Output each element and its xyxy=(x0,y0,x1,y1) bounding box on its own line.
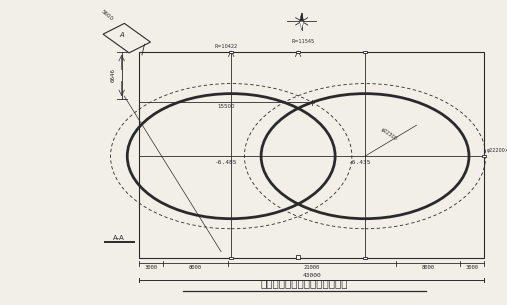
Text: 21000: 21000 xyxy=(304,265,320,270)
Text: A: A xyxy=(119,32,124,38)
Text: -6.435: -6.435 xyxy=(349,160,371,165)
Text: 8000: 8000 xyxy=(421,265,434,270)
Text: R=10422: R=10422 xyxy=(214,44,238,49)
Text: 3000: 3000 xyxy=(145,265,158,270)
Bar xyxy=(139,52,484,258)
Bar xyxy=(229,257,233,259)
Text: 3000: 3000 xyxy=(465,265,479,270)
Text: φ22300: φ22300 xyxy=(380,127,399,142)
Text: 基坑平面、坑底渗水平面示意图: 基坑平面、坑底渗水平面示意图 xyxy=(261,278,348,288)
Text: A-A: A-A xyxy=(113,235,125,241)
Bar xyxy=(363,257,367,259)
Text: -6.485: -6.485 xyxy=(215,160,237,165)
Bar xyxy=(296,51,300,53)
Bar xyxy=(229,51,233,53)
Bar xyxy=(482,155,486,157)
Text: φ22200×45: φ22200×45 xyxy=(487,148,507,152)
Text: 15500: 15500 xyxy=(217,104,234,109)
Bar xyxy=(296,257,300,259)
Bar xyxy=(363,51,367,53)
Polygon shape xyxy=(300,13,304,21)
Text: 8000: 8000 xyxy=(189,265,202,270)
Text: 6646: 6646 xyxy=(111,69,116,82)
Polygon shape xyxy=(300,21,304,30)
Text: 43000: 43000 xyxy=(303,274,321,278)
Text: 5600: 5600 xyxy=(99,9,114,21)
Text: R=11545: R=11545 xyxy=(292,39,315,44)
Bar xyxy=(296,255,300,259)
